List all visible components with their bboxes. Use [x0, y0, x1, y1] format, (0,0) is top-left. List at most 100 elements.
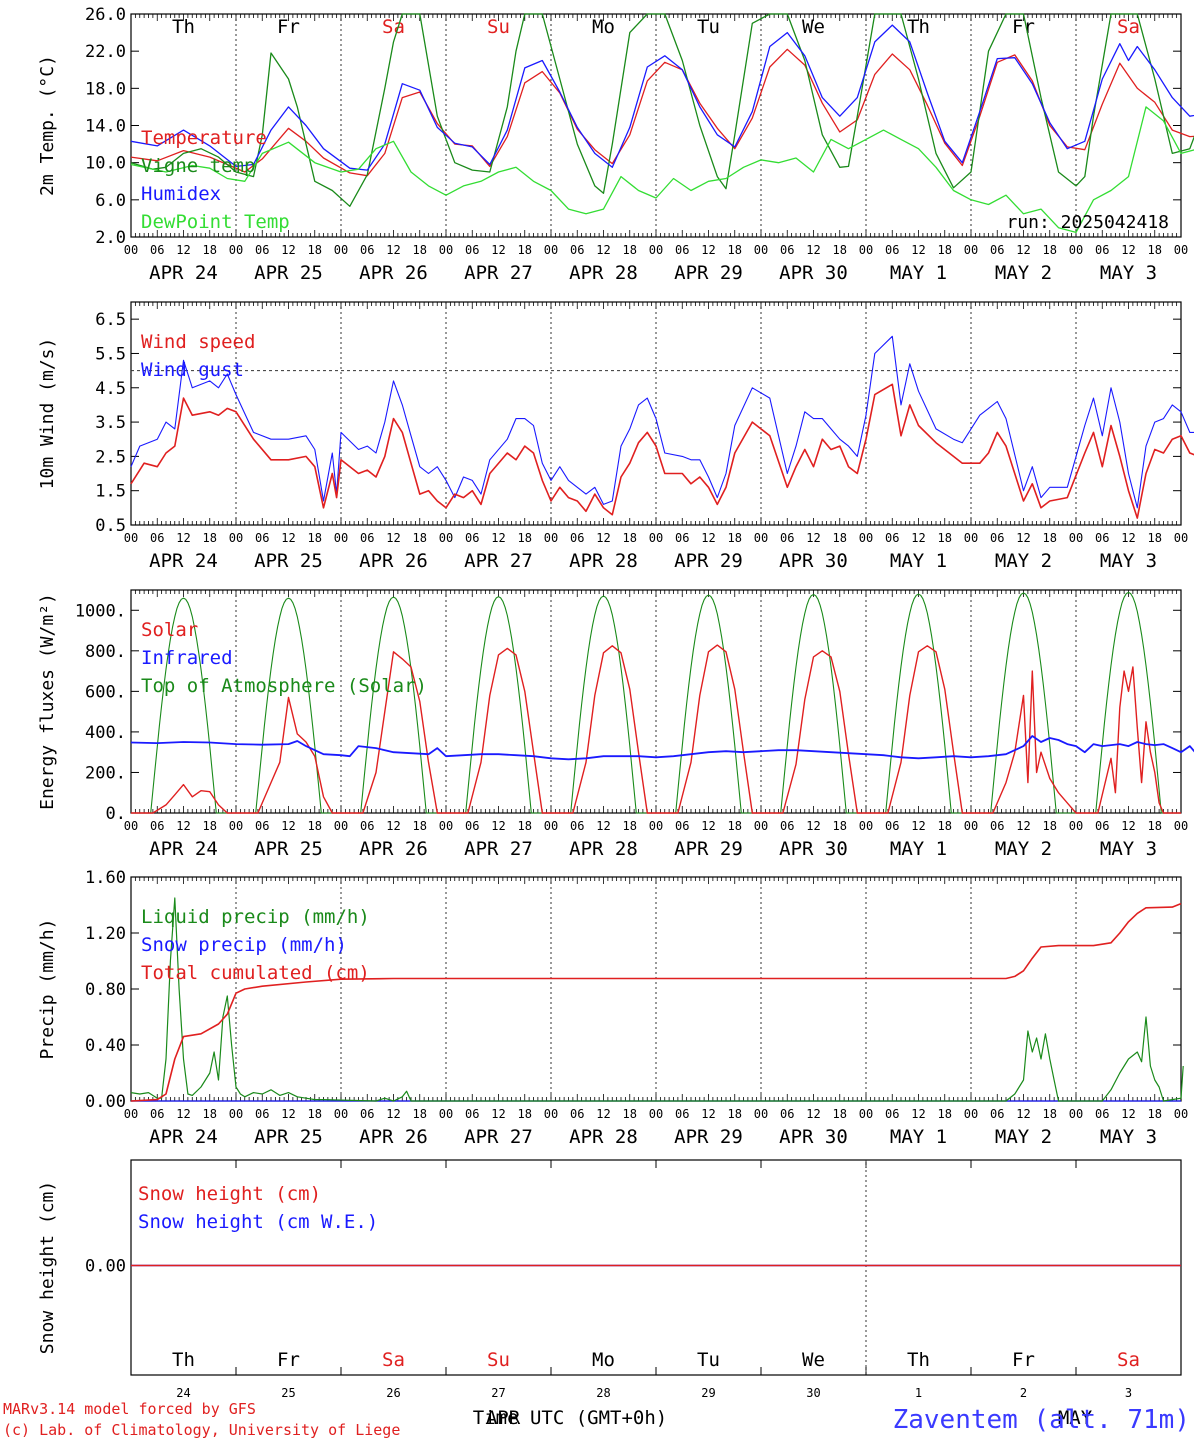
- hour-tick-label: 00: [1069, 1107, 1083, 1121]
- hour-tick-label: 06: [780, 243, 794, 257]
- hour-tick-label: 18: [623, 1107, 637, 1121]
- weekday-label: Tu: [697, 1349, 720, 1371]
- hour-tick-label: 18: [413, 819, 427, 833]
- y-axis-label: Energy fluxes (W/m²): [37, 593, 58, 810]
- weekday-label: Th: [172, 16, 195, 38]
- hour-tick-label: 00: [544, 531, 558, 545]
- y-tick-label: 1.60: [85, 868, 126, 888]
- hour-tick-label: 12: [491, 243, 505, 257]
- hour-tick-label: 12: [1121, 819, 1135, 833]
- day-number-label: 3: [1125, 1386, 1132, 1400]
- hour-tick-label: 06: [1095, 243, 1109, 257]
- day-number-label: 25: [281, 1386, 295, 1400]
- date-label: APR 24: [149, 262, 218, 284]
- legend-entry: Top of Atmosphere (Solar): [141, 675, 427, 697]
- hour-tick-label: 00: [229, 1107, 243, 1121]
- date-label: APR 30: [779, 550, 848, 572]
- hour-tick-label: 00: [1174, 243, 1188, 257]
- hour-tick-label: 12: [176, 819, 190, 833]
- date-label: APR 26: [359, 550, 428, 572]
- weekday-label: Fr: [1012, 1349, 1035, 1371]
- weekday-label: We: [802, 1349, 825, 1371]
- y-tick-label: 1000.: [75, 601, 126, 621]
- hour-tick-label: 00: [1174, 819, 1188, 833]
- y-tick-label: 6.5: [95, 310, 126, 330]
- hour-tick-label: 12: [491, 819, 505, 833]
- hour-tick-label: 12: [491, 1107, 505, 1121]
- y-tick-label: 14.0: [85, 117, 126, 137]
- hour-tick-label: 00: [124, 243, 138, 257]
- date-label: MAY 1: [890, 838, 947, 860]
- humidex-line: [130, 24, 1194, 171]
- hour-tick-label: 18: [1148, 243, 1162, 257]
- hour-tick-label: 18: [833, 819, 847, 833]
- hour-tick-label: 18: [728, 243, 742, 257]
- x-axis-month-apr: APR: [486, 1407, 521, 1429]
- hour-tick-label: 18: [623, 819, 637, 833]
- hour-tick-label: 12: [176, 243, 190, 257]
- hour-tick-label: 06: [570, 531, 584, 545]
- hour-tick-label: 00: [859, 243, 873, 257]
- hour-tick-label: 18: [1043, 531, 1057, 545]
- hour-tick-label: 06: [1095, 1107, 1109, 1121]
- y-tick-label: 2.5: [95, 447, 126, 467]
- hour-tick-label: 06: [780, 819, 794, 833]
- date-label: MAY 1: [890, 550, 947, 572]
- solar-line: [131, 644, 1181, 814]
- legend-entry: Infrared: [141, 647, 233, 669]
- hour-tick-label: 00: [439, 531, 453, 545]
- hour-tick-label: 06: [465, 243, 479, 257]
- weekday-label: Sa: [1117, 1349, 1140, 1371]
- toa-solar-line: [341, 596, 446, 814]
- hour-tick-label: 00: [229, 531, 243, 545]
- y-tick-label: 6.0: [95, 191, 126, 211]
- y-tick-label: 0.: [106, 804, 126, 824]
- date-label: APR 29: [674, 550, 743, 572]
- date-label: APR 24: [149, 1126, 218, 1148]
- hour-tick-label: 06: [675, 243, 689, 257]
- precip-panel: 0.00 0.40 0.80 1.20 1.60: [85, 868, 1182, 1112]
- hour-tick-label: 00: [544, 819, 558, 833]
- y-tick-label: 22.0: [85, 42, 126, 62]
- energy-panel: 0. 200. 400. 600. 800. 1000.: [75, 589, 1182, 824]
- weekday-label: Su: [487, 16, 510, 38]
- toa-solar-line: [236, 597, 341, 814]
- hour-tick-label: 06: [255, 1107, 269, 1121]
- hour-tick-label: 12: [701, 819, 715, 833]
- hour-tick-label: 12: [1016, 819, 1030, 833]
- hour-tick-label: 06: [1095, 819, 1109, 833]
- date-label: MAY 1: [890, 262, 947, 284]
- hour-tick-label: 18: [728, 531, 742, 545]
- legend-entry: Humidex: [141, 183, 221, 205]
- date-label: APR 28: [569, 262, 638, 284]
- hour-tick-label: 12: [281, 1107, 295, 1121]
- y-tick-label: 600.: [85, 682, 126, 702]
- hour-tick-label: 06: [570, 819, 584, 833]
- hour-tick-label: 18: [518, 1107, 532, 1121]
- hour-tick-label: 00: [1174, 531, 1188, 545]
- weekday-label: Tu: [697, 16, 720, 38]
- date-label: APR 26: [359, 1126, 428, 1148]
- date-label: APR 30: [779, 1126, 848, 1148]
- dewpoint-line: [130, 106, 1194, 234]
- y-tick-label: 18.0: [85, 79, 126, 99]
- y-tick-label: 400.: [85, 723, 126, 743]
- hour-tick-label: 12: [1016, 1107, 1030, 1121]
- weekday-label: Th: [172, 1349, 195, 1371]
- date-label: APR 30: [779, 262, 848, 284]
- precip-x-axis: 00 06 12 18 00 06 12 18 00 06 12 18 00 06 12 18 00 06 12 18…: [124, 1107, 1188, 1148]
- vigne-temp-line: [130, 13, 1194, 207]
- hour-tick-label: 00: [124, 531, 138, 545]
- weekday-label: Fr: [277, 1349, 300, 1371]
- hour-tick-label: 06: [885, 531, 899, 545]
- hour-tick-label: 06: [360, 243, 374, 257]
- legend-entry: Wind speed: [141, 331, 255, 353]
- y-tick-label: 1.5: [95, 482, 126, 502]
- hour-tick-label: 18: [308, 531, 322, 545]
- hour-tick-label: 00: [544, 243, 558, 257]
- hour-tick-label: 06: [150, 531, 164, 545]
- hour-tick-label: 18: [308, 819, 322, 833]
- hour-tick-label: 00: [964, 531, 978, 545]
- hour-tick-label: 12: [806, 1107, 820, 1121]
